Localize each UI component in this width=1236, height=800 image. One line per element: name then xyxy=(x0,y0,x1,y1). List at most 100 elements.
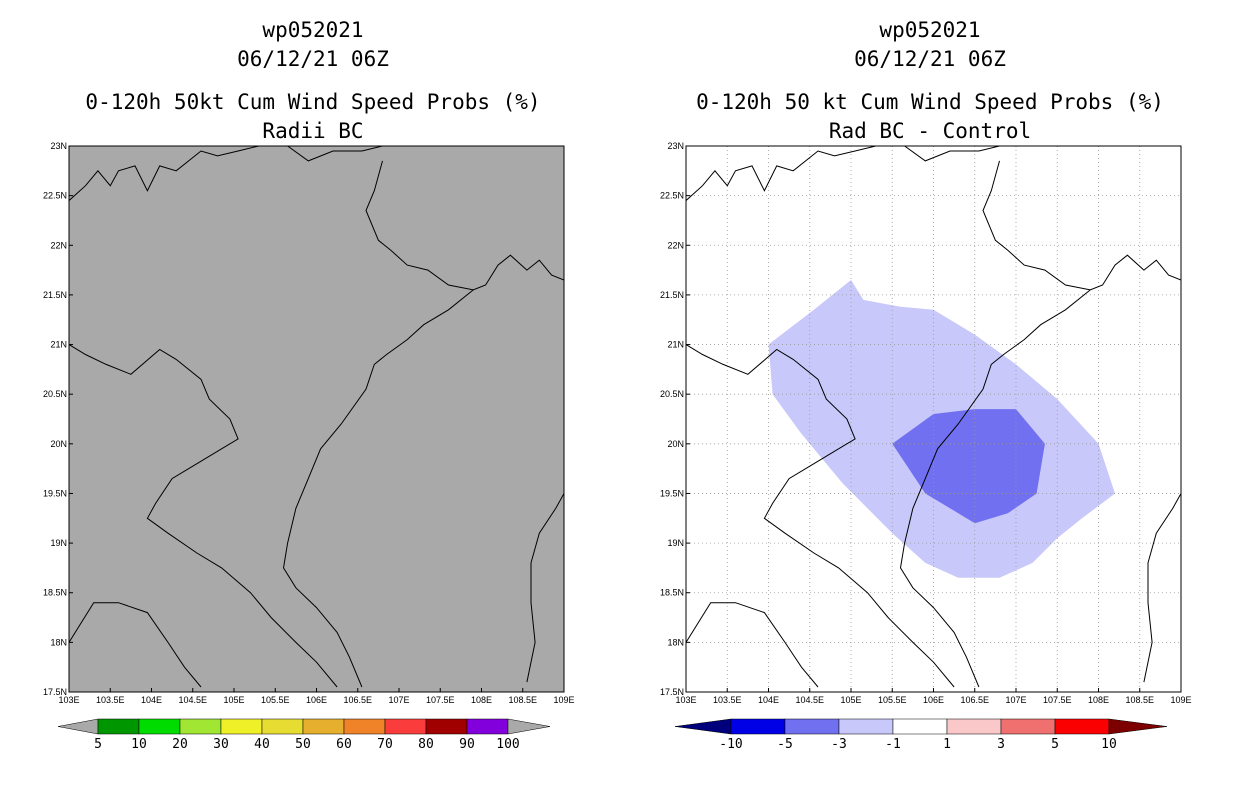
x-tick-label: 108.5E xyxy=(508,695,537,705)
map-boundary-2 xyxy=(287,146,383,162)
left-axes: 103E 103.5E 104E 104.5E 105E 105.5E 106E 106.5E… xyxy=(43,141,575,705)
right-gridlines xyxy=(686,146,1181,692)
left-title-line2: 06/12/21 06Z xyxy=(237,47,389,71)
map-boundary-2 xyxy=(904,146,1000,162)
x-tick-label: 105.5E xyxy=(261,695,290,705)
x-tick-label: 103.5E xyxy=(713,695,742,705)
left-colorbar: 5 10 20 30 40 50 60 70 80 90 100 xyxy=(57,718,551,752)
colorbar-label: -3 xyxy=(831,737,847,752)
map-boundary-5 xyxy=(69,344,338,688)
left-panel: 103E 103.5E 104E 104.5E 105E 105.5E 106E 106.5E… xyxy=(43,141,575,752)
y-tick-label: 18.5N xyxy=(660,588,684,598)
y-tick-label: 19N xyxy=(667,538,684,548)
colorbar-swatch xyxy=(179,718,222,735)
right-title-line1: wp052021 xyxy=(879,18,981,42)
x-tick-label: 104E xyxy=(758,695,779,705)
map-boundary-3 xyxy=(365,160,564,291)
y-tick-label: 22.5N xyxy=(43,191,67,201)
y-tick-label: 21.5N xyxy=(660,290,684,300)
right-panel: 103E 103.5E 104E 104.5E 105E 105.5E 106E 106.5E… xyxy=(660,141,1192,752)
y-tick-label: 18N xyxy=(50,637,67,647)
colorbar-swatch xyxy=(384,718,427,735)
map-boundary-1 xyxy=(69,146,259,201)
y-tick-label: 22N xyxy=(50,240,67,250)
colorbar-label: 10 xyxy=(131,737,147,752)
x-tick-label: 107.5E xyxy=(426,695,455,705)
colorbar-swatch xyxy=(1054,718,1110,735)
map-boundary-4 xyxy=(899,289,1091,688)
y-tick-label: 17.5N xyxy=(660,687,684,697)
colorbar-label: 3 xyxy=(997,737,1005,752)
y-tick-label: 18.5N xyxy=(43,588,67,598)
colorbar-label: -10 xyxy=(719,737,742,752)
right-axes: 103E 103.5E 104E 104.5E 105E 105.5E 106E 106.5E… xyxy=(660,141,1192,705)
colorbar-label: -1 xyxy=(885,737,901,752)
left-title-line3: 0-120h 50kt Cum Wind Speed Probs (%) xyxy=(85,90,541,114)
x-tick-label: 109E xyxy=(553,695,574,705)
right-map-lines xyxy=(686,146,1181,688)
map-boundary-5 xyxy=(686,344,955,688)
right-contours xyxy=(768,280,1115,578)
colorbar-label: 40 xyxy=(254,737,270,752)
colorbar-label: 5 xyxy=(1051,737,1059,752)
left-title-line1: wp052021 xyxy=(262,18,364,42)
colorbar-label: 1 xyxy=(943,737,951,752)
y-tick-label: 17.5N xyxy=(43,687,67,697)
x-tick-label: 106.5E xyxy=(960,695,989,705)
colorbar-swatch xyxy=(343,718,386,735)
x-tick-label: 105E xyxy=(840,695,861,705)
x-tick-label: 104E xyxy=(141,695,162,705)
y-tick-label: 21.5N xyxy=(43,290,67,300)
y-tick-label: 22.5N xyxy=(660,191,684,201)
map-boundary-7 xyxy=(526,493,564,683)
y-tick-label: 18N xyxy=(667,637,684,647)
y-tick-label: 22N xyxy=(667,240,684,250)
map-boundary-4 xyxy=(282,289,474,688)
colorbar-label: -5 xyxy=(777,737,793,752)
y-tick-label: 21N xyxy=(667,340,684,350)
y-tick-label: 23N xyxy=(667,141,684,151)
left-probability-field xyxy=(69,146,564,692)
colorbar-swatch xyxy=(261,718,304,735)
colorbar-label: 30 xyxy=(213,737,229,752)
colorbar-swatch xyxy=(220,718,263,735)
colorbar-swatch xyxy=(784,718,840,735)
colorbar-right-end xyxy=(1108,718,1168,735)
map-boundary-3 xyxy=(982,160,1181,291)
y-tick-label: 19.5N xyxy=(43,488,67,498)
colorbar-label: 50 xyxy=(295,737,311,752)
right-title-line3: 0-120h 50 kt Cum Wind Speed Probs (%) xyxy=(696,90,1164,114)
x-tick-label: 103E xyxy=(58,695,79,705)
colorbar-label: 10 xyxy=(1101,737,1117,752)
colorbar-swatch xyxy=(466,718,509,735)
left-map-lines xyxy=(69,146,564,688)
y-tick-label: 20.5N xyxy=(660,389,684,399)
left-title-line4: Radii BC xyxy=(262,119,364,143)
colorbar-swatch xyxy=(946,718,1002,735)
colorbar-swatch xyxy=(138,718,181,735)
map-boundary-6 xyxy=(69,602,202,688)
x-tick-label: 108E xyxy=(1088,695,1109,705)
colorbar-swatch xyxy=(302,718,345,735)
right-title-line2: 06/12/21 06Z xyxy=(854,47,1006,71)
x-tick-label: 107E xyxy=(1005,695,1026,705)
colorbar-swatch xyxy=(97,718,140,735)
colorbar-label: 20 xyxy=(172,737,188,752)
y-tick-label: 20.5N xyxy=(43,389,67,399)
colorbar-label: 60 xyxy=(336,737,352,752)
x-tick-label: 109E xyxy=(1170,695,1191,705)
colorbar-left-end xyxy=(674,718,732,735)
colorbar-left-end xyxy=(57,718,99,735)
x-tick-label: 104.5E xyxy=(178,695,207,705)
y-tick-label: 20N xyxy=(667,439,684,449)
y-tick-label: 19.5N xyxy=(660,488,684,498)
x-tick-label: 105.5E xyxy=(878,695,907,705)
map-boundary-1 xyxy=(686,146,876,201)
contour-2 xyxy=(892,409,1045,524)
colorbar-swatch xyxy=(425,718,468,735)
colorbar-swatch xyxy=(838,718,894,735)
colorbar-swatch xyxy=(892,718,948,735)
x-tick-label: 106E xyxy=(306,695,327,705)
right-title-line4: Rad BC - Control xyxy=(828,119,1032,143)
